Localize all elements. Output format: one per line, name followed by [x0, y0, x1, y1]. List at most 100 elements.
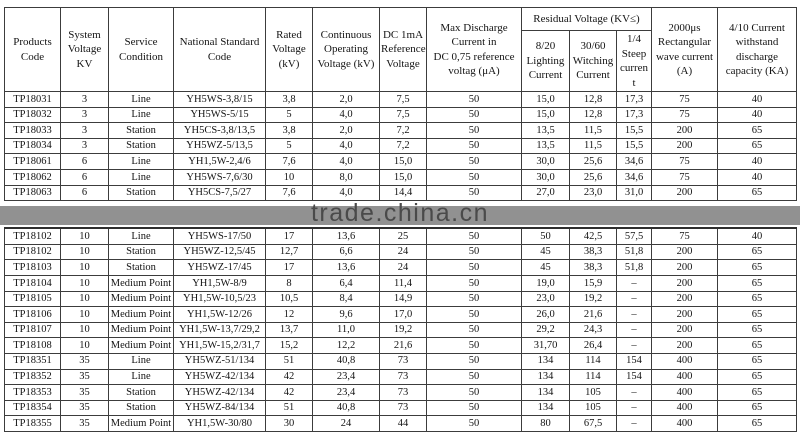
- table-cell: 17,3: [616, 91, 652, 108]
- table-cell: 35: [60, 415, 109, 432]
- spec-sheet: Products Code System Voltage KV Service …: [0, 6, 800, 440]
- table-cell: 154: [616, 368, 652, 386]
- table-cell: 23,0: [521, 290, 570, 308]
- table-cell: 38,3: [569, 259, 617, 276]
- table-cell: 50: [426, 243, 522, 261]
- table-cell: YH1,5W-12/26: [173, 306, 266, 323]
- table-cell: 50: [426, 169, 522, 186]
- table-cell: 7,5: [379, 106, 427, 124]
- table-cell: 12,8: [569, 106, 617, 124]
- table-cell: YH1,5W-10,5/23: [173, 290, 266, 308]
- table-body-section-2: TP18102 10 Line YH5WS-17/50 17 13,6 25 50 50 42,5…: [4, 227, 797, 432]
- table-cell: 31,0: [616, 184, 652, 202]
- table-cell: 10: [60, 306, 109, 323]
- table-cell: 65: [717, 384, 797, 401]
- table-cell: 200: [651, 321, 718, 339]
- table-cell: 50: [426, 337, 522, 354]
- table-cell: 50: [426, 352, 522, 370]
- table-cell: 50: [426, 399, 522, 417]
- table-cell: Medium Point: [108, 290, 174, 308]
- table-row: TP18105 10 Medium Point YH1,5W-10,5/23 10,5 8…: [4, 290, 797, 308]
- table-cell: TP18105: [4, 290, 61, 308]
- col-header-service-condition: Service Condition: [108, 6, 174, 93]
- table-cell: –: [616, 337, 652, 354]
- table-cell: 8,0: [312, 169, 380, 186]
- table-row: TP18351 35 Line YH5WZ-51/134 51 40,8 73 50 134 11…: [4, 352, 797, 370]
- table-cell: 45: [521, 259, 570, 276]
- table-cell: 200: [651, 306, 718, 323]
- table-cell: YH5WZ-12,5/45: [173, 243, 266, 261]
- table-row: TP18033 3 Station YH5CS-3,8/13,5 3,8 2,0 7,2 50…: [4, 122, 797, 139]
- table-cell: 73: [379, 384, 427, 401]
- col-header-dc-1ma-reference-voltage: DC 1mA Reference Voltage: [379, 6, 427, 93]
- table-cell: 50: [426, 290, 522, 308]
- table-cell: YH1,5W-15,2/31,7: [173, 337, 266, 354]
- table-cell: –: [616, 399, 652, 417]
- table-body-section-1: TP18031 3 Line YH5WS-3,8/15 3,8 2,0 7,5 50 15,0 1…: [4, 91, 797, 202]
- table-cell: 50: [426, 368, 522, 386]
- table-cell: 30: [265, 415, 313, 432]
- table-cell: 50: [426, 106, 522, 124]
- table-cell: Medium Point: [108, 306, 174, 323]
- table-cell: 3: [60, 91, 109, 108]
- table-cell: 80: [521, 415, 570, 432]
- table-cell: 5: [265, 106, 313, 124]
- table-cell: Line: [108, 153, 174, 171]
- table-cell: 6: [60, 184, 109, 202]
- table-cell: TP18032: [4, 106, 61, 124]
- table-cell: Line: [108, 91, 174, 108]
- table-row: TP18352 35 Line YH5WZ-42/134 42 23,4 73 50 134 11…: [4, 368, 797, 386]
- table-cell: YH1,5W-8/9: [173, 275, 266, 292]
- table-cell: TP18351: [4, 352, 61, 370]
- table-cell: 6: [60, 169, 109, 186]
- table-cell: Medium Point: [108, 415, 174, 432]
- table-cell: 15,0: [521, 106, 570, 124]
- table-cell: 15,5: [616, 137, 652, 155]
- col-header-lightning-current: 8/20 Lighting Current: [521, 29, 570, 93]
- table-cell: 15,0: [379, 153, 427, 171]
- table-cell: 400: [651, 399, 718, 417]
- table-cell: Line: [108, 368, 174, 386]
- table-cell: 24: [312, 415, 380, 432]
- table-cell: 7,6: [265, 184, 313, 202]
- table-cell: 24: [379, 243, 427, 261]
- table-cell: 50: [426, 259, 522, 276]
- table-cell: YH5WZ-5/13,5: [173, 137, 266, 155]
- table-cell: 15,0: [379, 169, 427, 186]
- table-cell: 50: [426, 321, 522, 339]
- table-cell: 25: [379, 227, 427, 245]
- table-cell: 26,0: [521, 306, 570, 323]
- table-cell: 6: [60, 153, 109, 171]
- table-cell: 400: [651, 384, 718, 401]
- col-header-products-code: Products Code: [4, 6, 61, 93]
- table-cell: 3: [60, 122, 109, 139]
- table-cell: TP18031: [4, 91, 61, 108]
- table-cell: 23,4: [312, 384, 380, 401]
- table-cell: 45: [521, 243, 570, 261]
- table-cell: 50: [426, 153, 522, 171]
- table-cell: Station: [108, 137, 174, 155]
- table-header: Products Code System Voltage KV Service …: [4, 6, 797, 93]
- table-cell: 30,0: [521, 153, 570, 171]
- table-cell: –: [616, 415, 652, 432]
- watermark: trade.china.cn: [0, 201, 800, 227]
- table-row: TP18062 6 Line YH5WS-7,6/30 10 8,0 15,0 50 30,0 2…: [4, 169, 797, 186]
- table-cell: 30,0: [521, 169, 570, 186]
- table-cell: –: [616, 306, 652, 323]
- table-cell: 2,0: [312, 91, 380, 108]
- table-cell: 6,6: [312, 243, 380, 261]
- table-cell: Station: [108, 384, 174, 401]
- table-cell: 65: [717, 290, 797, 308]
- table-cell: YH5WS-5/15: [173, 106, 266, 124]
- table-cell: 51: [265, 399, 313, 417]
- table-cell: 67,5: [569, 415, 617, 432]
- table-cell: YH5CS-3,8/13,5: [173, 122, 266, 139]
- table-cell: 12,8: [569, 91, 617, 108]
- table-cell: 65: [717, 259, 797, 276]
- table-cell: 27,0: [521, 184, 570, 202]
- table-cell: 7,2: [379, 122, 427, 139]
- table-cell: 75: [651, 153, 718, 171]
- table-cell: –: [616, 321, 652, 339]
- table-cell: 12: [265, 306, 313, 323]
- table-cell: 75: [651, 169, 718, 186]
